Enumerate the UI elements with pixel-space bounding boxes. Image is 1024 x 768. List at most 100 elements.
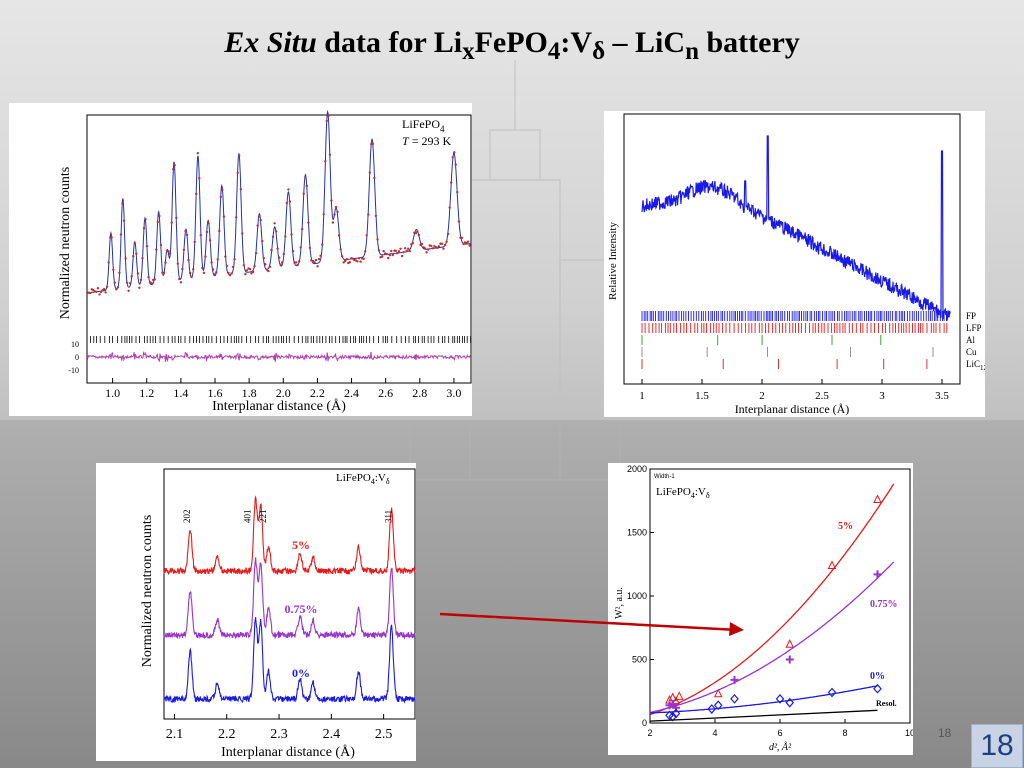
- slide-title: Ex Situ data for LixFePO4:Vδ – LiCn batt…: [224, 26, 800, 65]
- observed-point: [356, 260, 359, 263]
- x-tick-label: 2.3: [270, 727, 288, 742]
- observed-point: [307, 221, 310, 224]
- data-point: [785, 655, 794, 664]
- observed-point: [219, 195, 222, 199]
- series-curve: [163, 617, 416, 704]
- observed-point: [294, 261, 298, 264]
- y-axis-label: Normalized neutron counts: [140, 515, 155, 667]
- observed-point: [195, 192, 198, 196]
- observed-point: [107, 261, 110, 264]
- x-tick-label: 2: [647, 728, 652, 738]
- y-axis-label: Relative Intensity: [607, 222, 619, 300]
- series-label: 5%: [838, 521, 853, 532]
- slide-number-small: 18: [938, 726, 952, 740]
- observed-point: [367, 213, 370, 216]
- observed-point: [144, 218, 147, 221]
- observed-point: [328, 153, 332, 156]
- observed-point: [425, 251, 428, 254]
- data-point: [707, 704, 717, 714]
- observed-point: [407, 247, 410, 250]
- observed-point: [460, 236, 464, 239]
- observed-point: [202, 271, 206, 274]
- observed-point: [427, 248, 430, 251]
- observed-point: [267, 269, 270, 273]
- fit-curve: [649, 561, 895, 714]
- observed-point: [261, 239, 264, 243]
- observed-point: [410, 243, 413, 246]
- observed-point: [233, 258, 236, 261]
- observed-point: [113, 281, 117, 284]
- observed-point: [368, 171, 371, 174]
- observed-point: [259, 219, 262, 222]
- observed-point: [179, 281, 183, 284]
- difference-curve: [86, 351, 472, 363]
- observed-point: [414, 232, 418, 235]
- observed-point: [221, 188, 224, 192]
- observed-point: [204, 255, 207, 258]
- observed-point: [129, 282, 132, 285]
- observed-point: [211, 268, 215, 271]
- observed-point: [297, 260, 301, 263]
- observed-point: [184, 229, 187, 233]
- observed-point: [284, 235, 287, 238]
- observed-point: [218, 229, 221, 233]
- series-label: Resol.: [876, 699, 897, 708]
- observed-point: [430, 244, 433, 248]
- x-axis-label: Interplanar distance (Å): [221, 744, 355, 760]
- observed-point: [198, 177, 201, 180]
- observed-point: [391, 253, 394, 257]
- observed-point: [132, 255, 135, 258]
- observed-point: [182, 248, 186, 251]
- observed-point: [235, 216, 238, 219]
- data-point: [672, 703, 680, 712]
- observed-point: [351, 257, 355, 260]
- observed-point: [92, 288, 95, 292]
- observed-point: [115, 288, 118, 291]
- rietveld-chart: 1.0 1.2 1.4 1.6 1.8 2.0 2.2 2.4 2.6 2.8 3.0 10 0 -10…: [9, 103, 472, 416]
- observed-point: [279, 263, 282, 266]
- observed-point: [339, 248, 342, 251]
- observed-point: [423, 247, 427, 250]
- observed-point: [337, 234, 341, 237]
- observed-point: [188, 271, 192, 275]
- observed-point: [457, 220, 461, 223]
- observed-point: [245, 269, 249, 272]
- x-axis-label: Interplanar distance (Å): [735, 402, 850, 416]
- observed-point: [167, 250, 170, 253]
- observed-point: [274, 230, 278, 233]
- x-tick-label: 3.0: [446, 386, 461, 400]
- observed-point: [290, 233, 293, 236]
- observed-point: [445, 240, 448, 243]
- observed-point: [313, 261, 316, 264]
- peak-label: 221: [258, 510, 268, 524]
- x-tick-label: 1: [639, 390, 645, 402]
- data-point: [775, 693, 785, 704]
- data-point: [674, 691, 684, 700]
- observed-point: [119, 233, 123, 236]
- x-tick-label: 2.6: [378, 386, 393, 400]
- observed-point: [291, 249, 295, 253]
- observed-point: [224, 255, 227, 258]
- data-point: [713, 700, 723, 711]
- observed-point: [317, 257, 321, 261]
- observed-point: [170, 221, 173, 224]
- observed-point: [225, 264, 229, 267]
- x-tick-label: 2.2: [310, 386, 325, 400]
- observed-point: [304, 175, 307, 179]
- observed-point: [456, 190, 459, 194]
- observed-point: [397, 250, 401, 253]
- x-tick-label: 1.4: [173, 386, 188, 400]
- data-point: [873, 494, 882, 503]
- observed-point: [270, 248, 273, 252]
- x-tick-label: 1.5: [695, 390, 709, 402]
- observed-point: [276, 247, 279, 250]
- observed-point: [244, 272, 247, 276]
- observed-point: [454, 163, 457, 166]
- observed-point: [362, 257, 365, 260]
- observed-point: [242, 264, 245, 267]
- observed-point: [268, 265, 272, 268]
- observed-point: [256, 224, 259, 227]
- observed-point: [316, 265, 319, 268]
- observed-point: [98, 293, 101, 296]
- observed-point: [258, 215, 261, 218]
